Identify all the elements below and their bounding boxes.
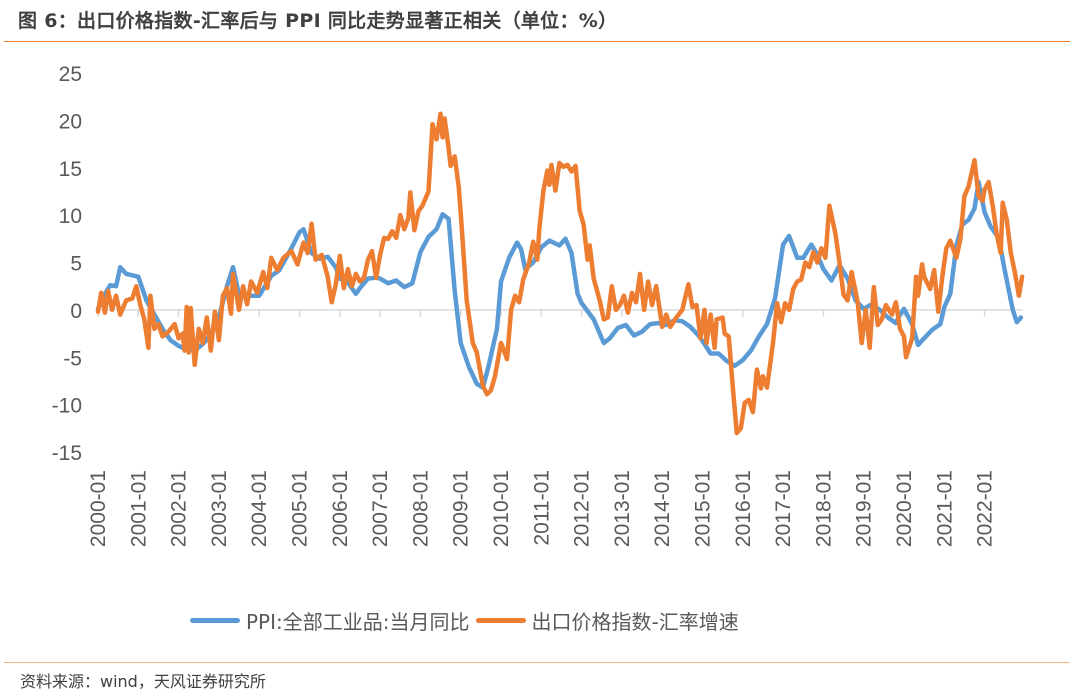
- title-divider: [4, 41, 1070, 42]
- legend-swatch-ppi: [190, 618, 240, 623]
- x-tick-label: 2018-01: [812, 470, 835, 547]
- y-tick-label: 20: [59, 110, 82, 133]
- y-axis-ticks: 25 20 15 10 5 0 -5 -10 -15: [52, 63, 82, 465]
- series-lines: [95, 111, 1025, 436]
- source-note: 资料来源：wind，天风证券研究所: [20, 672, 266, 691]
- x-tick-label: 2010-01: [490, 470, 513, 547]
- y-tick-label: 10: [59, 205, 82, 228]
- x-tick-label: 2000-01: [87, 470, 110, 547]
- x-tick-label: 2008-01: [409, 470, 432, 547]
- x-tick-label: 2017-01: [772, 470, 795, 547]
- legend-swatch-export: [475, 618, 526, 623]
- x-tick-label: 2004-01: [248, 470, 271, 547]
- x-tick-label: 2012-01: [571, 470, 594, 547]
- x-tick-label: 2020-01: [893, 470, 916, 547]
- x-axis-ticks: 2000-01 2001-01 2002-01 2003-01 2004-01 2005-…: [87, 309, 997, 547]
- series-line-ppi: [95, 179, 1024, 390]
- x-tick-label: 2013-01: [611, 470, 634, 547]
- x-tick-label: 2006-01: [329, 470, 352, 547]
- x-tick-label: 2009-01: [450, 470, 473, 547]
- x-tick-label: 2015-01: [692, 470, 715, 547]
- x-tick-label: 2014-01: [651, 470, 674, 547]
- x-tick-label: 2016-01: [732, 470, 755, 547]
- x-tick-label: 2001-01: [127, 470, 150, 547]
- legend-label-ppi: PPI:全部工业品:当月同比: [246, 610, 470, 634]
- x-tick-label: 2019-01: [853, 470, 876, 547]
- footer-divider: [4, 662, 1070, 663]
- y-tick-label: -15: [52, 442, 82, 465]
- x-tick-label: 2022-01: [974, 470, 997, 547]
- y-tick-label: 5: [70, 253, 82, 276]
- y-tick-label: 0: [70, 300, 82, 323]
- x-tick-label: 2003-01: [208, 470, 231, 547]
- x-tick-label: 2005-01: [289, 470, 312, 547]
- x-tick-label: 2011-01: [530, 470, 553, 546]
- legend-item-export: 出口价格指数-汇率增速: [475, 606, 739, 635]
- x-tick-label: 2021-01: [933, 470, 956, 547]
- x-tick-label: 2007-01: [369, 470, 392, 547]
- chart-title: 图 6：出口价格指数-汇率后与 PPI 同比走势显著正相关（单位：%）: [18, 10, 618, 32]
- y-tick-label: -10: [52, 395, 82, 418]
- y-tick-label: 25: [59, 63, 82, 86]
- x-tick-label: 2002-01: [168, 470, 191, 547]
- legend-item-ppi: PPI:全部工业品:当月同比: [190, 606, 470, 635]
- series-line-export-price: [95, 111, 1025, 436]
- y-tick-label: -5: [63, 347, 82, 370]
- legend-label-export: 出口价格指数-汇率增速: [531, 610, 739, 634]
- legend: PPI:全部工业品:当月同比 出口价格指数-汇率增速: [190, 606, 745, 635]
- y-tick-label: 15: [59, 158, 82, 181]
